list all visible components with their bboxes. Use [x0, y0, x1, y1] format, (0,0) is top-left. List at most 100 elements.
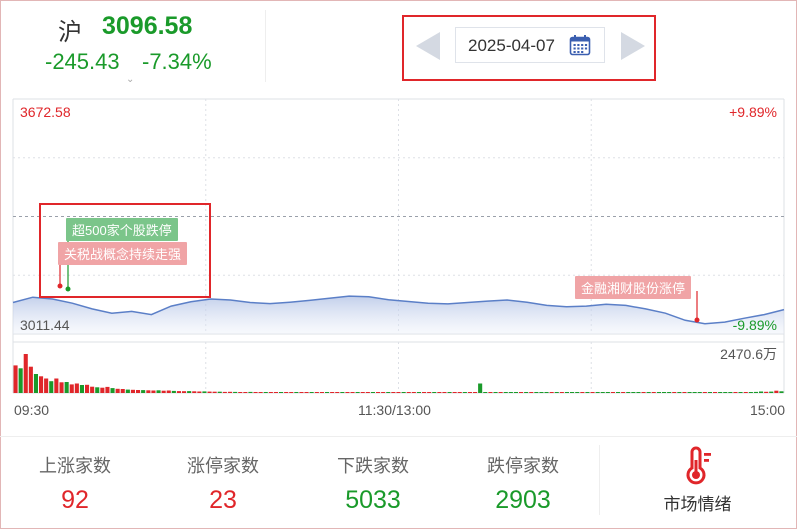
- stat-value: 92: [61, 486, 89, 514]
- date-picker-highlight: [402, 15, 656, 81]
- price-axis-top: 3672.58: [20, 104, 71, 120]
- date-text: 2025-04-07: [468, 36, 555, 55]
- volume-bar: [544, 392, 549, 393]
- volume-bar: [340, 392, 345, 393]
- volume-bar: [64, 382, 69, 393]
- volume-bar: [677, 392, 682, 393]
- volume-bar: [616, 392, 621, 393]
- annotation-dot: [65, 286, 71, 292]
- stat-item: 下跌家数 5033: [318, 452, 428, 515]
- annotation-highlight: [39, 203, 211, 298]
- volume-bar: [176, 391, 181, 393]
- stats-divider: [0, 436, 797, 437]
- annotation-dot: [57, 283, 63, 289]
- volume-bar: [23, 354, 28, 393]
- volume-bar: [707, 392, 712, 393]
- volume-bar: [330, 392, 335, 393]
- volume-bar: [350, 392, 355, 393]
- volume-bar: [416, 392, 421, 393]
- volume-bar: [376, 392, 381, 393]
- annotation-xiangcai[interactable]: 金融湘财股份涨停: [575, 276, 692, 299]
- volume-bar: [314, 392, 319, 393]
- annotation-dot: [694, 317, 700, 323]
- volume-bar: [488, 392, 493, 393]
- volume-bar: [457, 392, 462, 393]
- calendar-icon[interactable]: [569, 34, 591, 56]
- volume-bar: [381, 392, 386, 393]
- volume-bar: [304, 392, 309, 393]
- volume-bar: [631, 392, 636, 393]
- volume-bar: [396, 392, 401, 393]
- volume-bar: [447, 392, 452, 393]
- intraday-chart[interactable]: [0, 96, 797, 426]
- volume-bars: [13, 354, 784, 393]
- date-picker[interactable]: 2025-04-07: [455, 27, 605, 63]
- volume-bar: [151, 390, 156, 393]
- triangle-right-icon[interactable]: [621, 32, 645, 60]
- volume-bar: [202, 391, 207, 393]
- volume-bar: [90, 386, 95, 393]
- volume-bar: [753, 391, 758, 393]
- volume-bar: [621, 392, 626, 393]
- volume-bar: [187, 391, 192, 393]
- market-mood-button[interactable]: 市场情绪: [650, 446, 745, 515]
- volume-bar: [539, 392, 544, 393]
- volume-bar: [759, 391, 764, 393]
- volume-bar: [115, 388, 120, 393]
- volume-bar: [44, 378, 49, 393]
- volume-bar: [519, 392, 524, 393]
- volume-bar: [120, 389, 125, 393]
- stat-label: 涨停家数: [187, 456, 259, 476]
- volume-bar: [549, 392, 554, 393]
- stat-label: 跌停家数: [487, 456, 559, 476]
- x-tick-close: 15:00: [749, 402, 785, 418]
- volume-bar: [355, 392, 360, 393]
- annotation-tariff-concept[interactable]: 关税战概念持续走强: [58, 242, 188, 265]
- volume-bar: [125, 389, 130, 393]
- volume-bar: [503, 392, 508, 393]
- volume-bar: [207, 391, 212, 393]
- index-change: -245.43: [45, 49, 120, 74]
- volume-bar: [427, 392, 432, 393]
- volume-bar: [636, 392, 641, 393]
- volume-max-label: 2470.6万: [720, 346, 777, 362]
- volume-bar: [95, 387, 100, 393]
- volume-bar: [422, 392, 427, 393]
- volume-bar: [748, 392, 753, 393]
- triangle-left-icon[interactable]: [416, 32, 440, 60]
- volume-bar: [564, 392, 569, 393]
- volume-bar: [743, 392, 748, 393]
- volume-bar: [508, 392, 513, 393]
- volume-bar: [217, 391, 222, 393]
- volume-bar: [462, 392, 467, 393]
- volume-bar: [345, 392, 350, 393]
- volume-bar: [580, 392, 585, 393]
- header-divider: [265, 10, 266, 82]
- annotation-limit-down[interactable]: 超500家个股跌停: [66, 218, 178, 241]
- volume-bar: [610, 392, 615, 393]
- volume-bar: [284, 392, 289, 393]
- chevron-down-icon[interactable]: ⌄: [126, 74, 135, 85]
- volume-bar: [692, 392, 697, 393]
- index-name: 沪: [58, 19, 82, 46]
- volume-bar: [498, 392, 503, 393]
- volume-bar: [28, 366, 33, 393]
- volume-bar: [253, 392, 258, 393]
- volume-bar: [258, 392, 263, 393]
- volume-bar: [289, 392, 294, 393]
- volume-bar: [273, 392, 278, 393]
- volume-bar: [391, 392, 396, 393]
- stat-value: 2903: [495, 486, 551, 514]
- volume-bar: [697, 392, 702, 393]
- volume-bar: [723, 392, 728, 393]
- mood-divider: [599, 445, 600, 515]
- volume-bar: [85, 384, 90, 393]
- volume-bar: [605, 392, 610, 393]
- index-quote[interactable]: 沪 3096.58 -245.43 -7.34% ⌄: [40, 8, 230, 85]
- volume-bar: [279, 392, 284, 393]
- volume-bar: [228, 391, 233, 393]
- volume-bar: [575, 392, 580, 393]
- pct-axis-top: +9.89%: [729, 104, 777, 120]
- volume-bar: [13, 365, 18, 393]
- volume-bar: [672, 392, 677, 393]
